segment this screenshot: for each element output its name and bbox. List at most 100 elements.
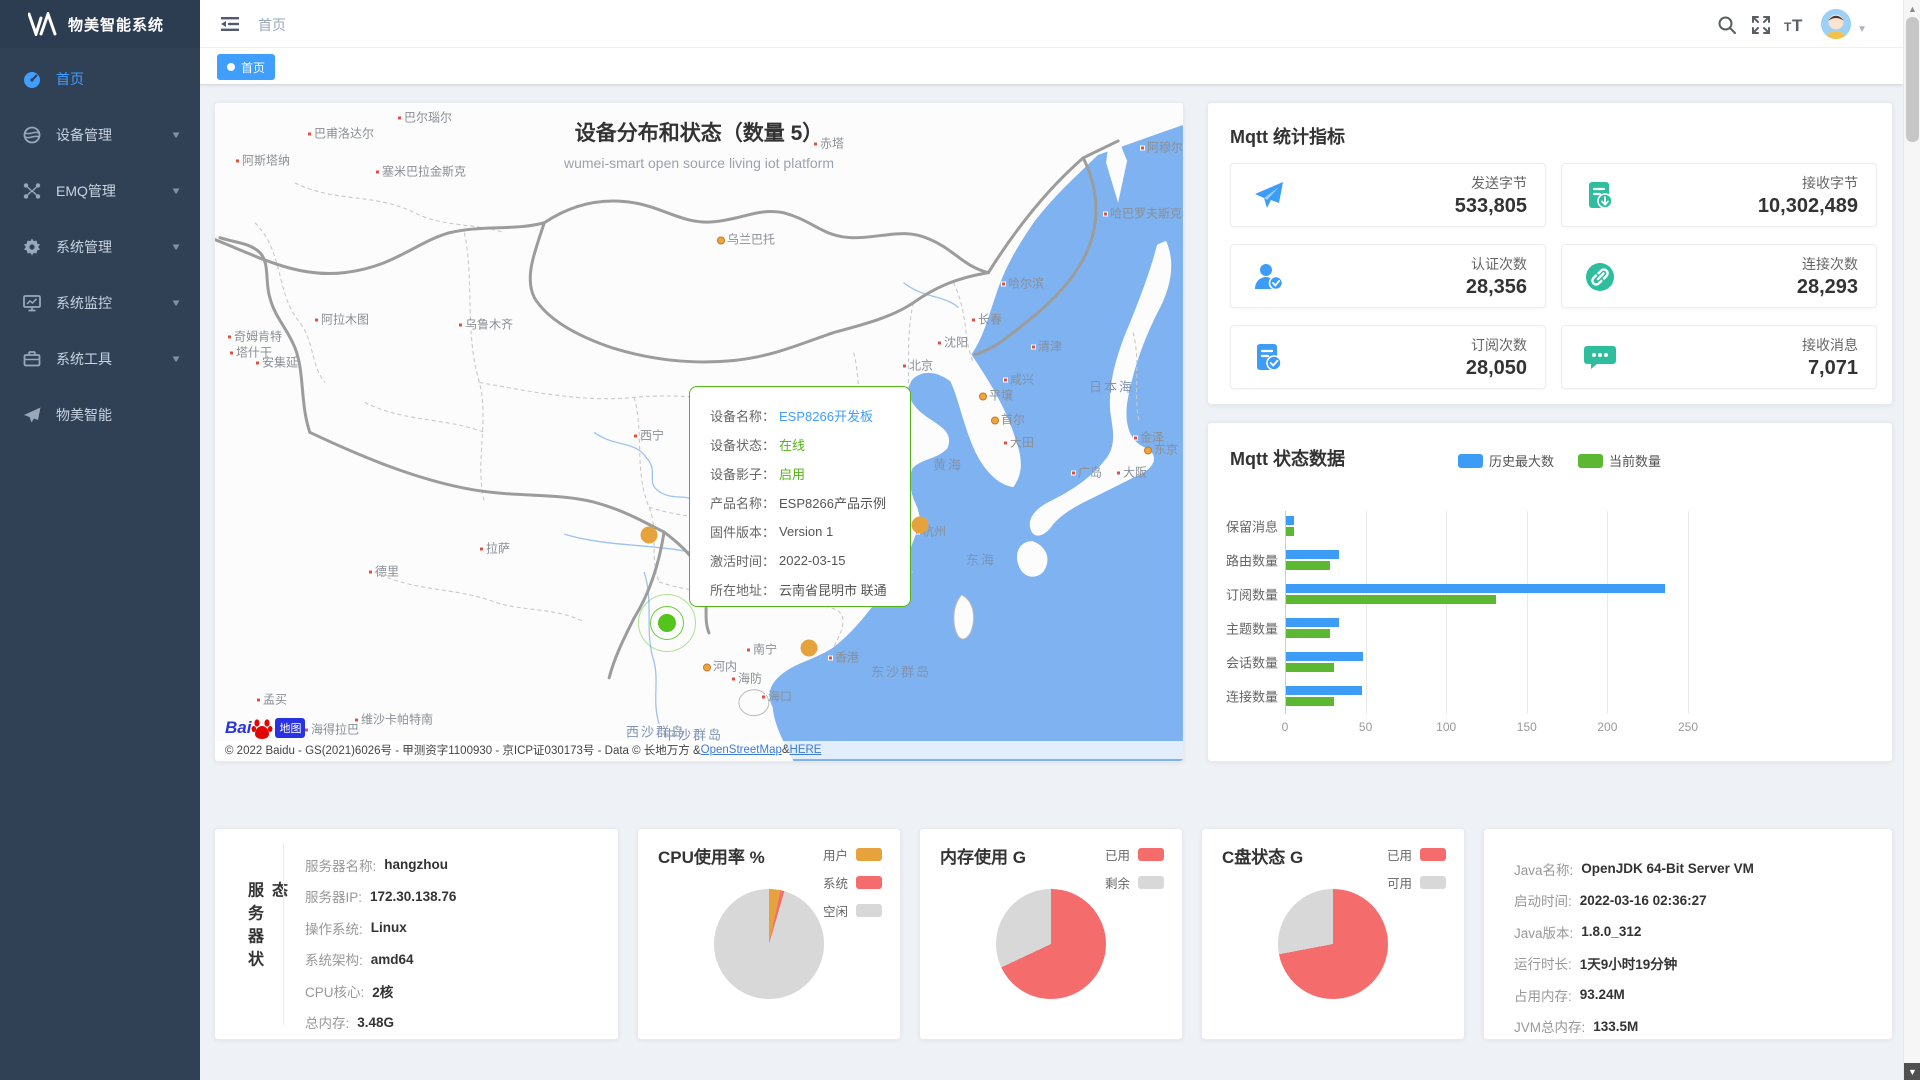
legend-item[interactable]: 剩余 bbox=[1105, 873, 1164, 892]
legend-item[interactable]: 历史最大数 bbox=[1458, 451, 1554, 470]
city-label: 香港 bbox=[828, 649, 859, 666]
scroll-up-icon[interactable]: ▲ bbox=[1908, 3, 1917, 14]
font-size-icon[interactable]: T T bbox=[1783, 14, 1805, 36]
active-device-marker[interactable] bbox=[658, 614, 676, 632]
stat-value: 7,071 bbox=[1807, 357, 1858, 379]
city-marker-icon bbox=[354, 717, 359, 723]
sidebar-item-2[interactable]: 设备管理 ▼ bbox=[0, 107, 200, 163]
legend-item[interactable]: 系统 bbox=[823, 873, 882, 892]
legend-label: 剩余 bbox=[1104, 877, 1130, 891]
bar-当前数量-保留消息 bbox=[1286, 527, 1295, 536]
info-label: 占用内存: bbox=[1514, 988, 1572, 1004]
sidebar-item-5[interactable]: 系统监控 ▼ bbox=[0, 275, 200, 331]
legend-item[interactable]: 已用 bbox=[1387, 845, 1446, 864]
cpu-usage-card: CPU使用率 % 用户 系统 空闲 bbox=[637, 828, 901, 1040]
city-marker-icon bbox=[731, 676, 736, 682]
info-row: 服务器IP: 172.30.138.76 bbox=[305, 881, 608, 913]
here-link[interactable]: HERE bbox=[789, 744, 822, 756]
info-value: hangzhou bbox=[384, 857, 449, 873]
gridline bbox=[1607, 511, 1609, 714]
baidu-paw-icon bbox=[251, 719, 273, 739]
legend-item[interactable]: 当前数量 bbox=[1578, 451, 1661, 470]
city-label: 阿穆尔共青城 bbox=[1140, 139, 1183, 156]
osm-link[interactable]: OpenStreetMap bbox=[700, 744, 782, 756]
sidebar-item-3[interactable]: EMQ管理 ▼ bbox=[0, 163, 200, 219]
city-label: 孟买 bbox=[256, 691, 287, 708]
info-row: 总内存: 3.48G bbox=[305, 1007, 608, 1039]
city-marker-icon bbox=[971, 317, 976, 323]
info-value: 2022-03-16 02:36:27 bbox=[1579, 892, 1707, 908]
app-logo[interactable]: 物美智能系统 bbox=[0, 0, 200, 48]
device-info-popup: 设备名称： ESP8266开发板 设备状态： 在线 设备影子： 启用 产品名称： ESP826… bbox=[689, 386, 911, 607]
sea-label: 东海 bbox=[966, 552, 997, 568]
info-label: 系统架构: bbox=[305, 953, 363, 969]
stat-value: 10,302,489 bbox=[1757, 195, 1858, 217]
popup-value: 云南省昆明市 联通 bbox=[779, 583, 887, 598]
popup-row: 设备名称： ESP8266开发板 bbox=[710, 401, 910, 430]
city-marker-icon bbox=[1116, 470, 1121, 476]
device-marker[interactable] bbox=[911, 516, 929, 534]
bar-历史最大数-订阅数量 bbox=[1286, 584, 1665, 593]
sea-label: 东沙群岛 bbox=[871, 664, 932, 680]
info-row: Java名称: OpenJDK 64-Bit Server VM bbox=[1514, 853, 1882, 885]
breadcrumb[interactable]: 首页 bbox=[258, 17, 286, 33]
chevron-down-icon: ▼ bbox=[170, 129, 182, 141]
city-label: 安集延 bbox=[255, 354, 298, 371]
legend-item[interactable]: 已用 bbox=[1105, 845, 1164, 864]
popup-value: ESP8266产品示例 bbox=[779, 496, 886, 511]
sidebar-item-label: 系统监控 bbox=[56, 295, 112, 311]
msg-icon bbox=[1584, 346, 1616, 369]
scrollbar-thumb[interactable] bbox=[1906, 17, 1919, 142]
toolbox-icon bbox=[23, 351, 41, 367]
legend-item[interactable]: 空闲 bbox=[823, 901, 882, 920]
device-marker[interactable] bbox=[800, 639, 818, 657]
recv-icon bbox=[1589, 182, 1613, 209]
pie-chart bbox=[1278, 889, 1388, 999]
city-marker-icon bbox=[397, 115, 402, 121]
device-marker[interactable] bbox=[640, 526, 658, 544]
dashboard-icon bbox=[24, 72, 40, 88]
city-label: 哈尔滨 bbox=[1001, 275, 1044, 292]
bar-当前数量-会话数量 bbox=[1286, 663, 1335, 672]
city-label: 巴尔瑙尔 bbox=[397, 109, 452, 126]
page-scrollbar[interactable]: ▲ ▼ bbox=[1903, 0, 1920, 1080]
x-tick-label: 50 bbox=[1358, 720, 1373, 734]
avatar[interactable] bbox=[1821, 9, 1851, 39]
sidebar-item-label: 物美智能 bbox=[56, 407, 112, 423]
bar-历史最大数-连接数量 bbox=[1286, 686, 1362, 695]
japan-kyushu-island bbox=[1016, 541, 1048, 577]
sidebar-item-1[interactable]: 首页 bbox=[0, 51, 200, 107]
sidebar-item-7[interactable]: 物美智能 bbox=[0, 387, 200, 443]
pie-legend: 已用 剩余 bbox=[1105, 845, 1164, 901]
pie-title: C盘状态 G bbox=[1222, 848, 1304, 867]
city-label: 德里 bbox=[368, 563, 399, 580]
scroll-down-icon[interactable]: ▼ bbox=[1904, 1063, 1920, 1080]
gear-icon bbox=[24, 238, 40, 256]
city-label: 赤塔 bbox=[813, 135, 844, 152]
fullscreen-icon[interactable] bbox=[1750, 14, 1772, 36]
sakhalin-island bbox=[1106, 120, 1128, 203]
city-label: 沈阳 bbox=[937, 334, 968, 351]
popup-row: 固件版本： Version 1 bbox=[710, 517, 910, 546]
info-label: 服务器名称: bbox=[305, 858, 377, 874]
x-tick-label: 150 bbox=[1516, 720, 1537, 734]
sidebar-item-4[interactable]: 系统管理 ▼ bbox=[0, 219, 200, 275]
avatar-caret-icon[interactable]: ▼ bbox=[1857, 24, 1867, 35]
search-icon[interactable] bbox=[1716, 14, 1738, 36]
legend-item[interactable]: 用户 bbox=[823, 845, 882, 864]
tab-home[interactable]: 首页 bbox=[217, 54, 276, 80]
city-label: 哈巴罗夫斯克 bbox=[1103, 205, 1182, 222]
info-label: 运行时长: bbox=[1514, 957, 1572, 973]
popup-label: 设备影子： bbox=[710, 467, 776, 482]
sidebar-item-6[interactable]: 系统工具 ▼ bbox=[0, 331, 200, 387]
sea-label: 黄海 bbox=[933, 457, 964, 473]
popup-value[interactable]: ESP8266开发板 bbox=[779, 409, 873, 424]
sidebar-item-label: 首页 bbox=[56, 71, 84, 87]
sidebar-collapse-icon[interactable] bbox=[220, 14, 240, 34]
legend-item[interactable]: 可用 bbox=[1387, 873, 1446, 892]
stat-label: 接收字节 bbox=[1802, 175, 1858, 191]
city-marker-icon bbox=[1071, 470, 1076, 476]
sidebar-item-label: 系统工具 bbox=[56, 351, 112, 367]
bar-category-label: 主题数量 bbox=[1225, 621, 1278, 637]
baidu-map-logo[interactable]: Bai 地图 bbox=[225, 715, 306, 741]
